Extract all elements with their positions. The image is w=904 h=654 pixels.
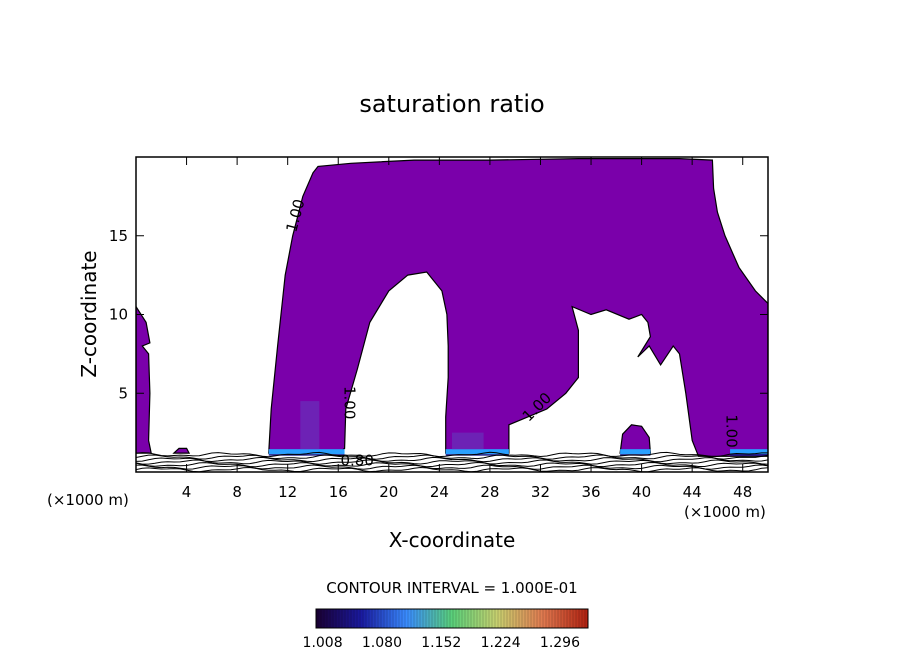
- contour-fills: [136, 158, 768, 457]
- colorbar-tick-label-3: 1.224: [481, 635, 521, 651]
- plume-core-1: [452, 432, 484, 450]
- high-ratio-band-0: [268, 449, 345, 455]
- high-ratio-band-3: [730, 449, 768, 455]
- x-axis-label: X-coordinate: [389, 528, 516, 552]
- contour-label-1: 1.00: [341, 386, 359, 419]
- plume-core-0: [300, 401, 320, 450]
- x-unit-left: (×1000 m): [47, 491, 129, 509]
- x-tick-label-1: 8: [232, 483, 242, 501]
- colorbar-tick-label-1: 1.080: [362, 635, 402, 651]
- y-axis-label: Z-coordinate: [77, 250, 101, 377]
- x-tick-label-11: 48: [733, 483, 752, 501]
- colorbar-gradient: [315, 608, 589, 629]
- contour-region-2: [619, 424, 652, 454]
- high-ratio-edge-0: [268, 454, 345, 456]
- colorbar-tick-label-4: 1.296: [540, 635, 580, 651]
- surface-contour-line-0: [136, 466, 768, 472]
- x-tick-label-3: 16: [329, 483, 348, 501]
- x-tick-label-4: 20: [379, 483, 398, 501]
- high-ratio-edge-1: [445, 454, 509, 456]
- x-tick-label-5: 24: [430, 483, 449, 501]
- y-tick-label-2: 15: [109, 227, 128, 245]
- colorbar: 1.008 1.080 1.152 1.224 1.296: [303, 608, 589, 651]
- surface-contour-line-1: [136, 464, 768, 470]
- x-tick-label-0: 4: [182, 483, 192, 501]
- contour-region-0: [268, 158, 768, 457]
- y-tick-label-0: 5: [118, 384, 128, 402]
- x-tick-label-2: 12: [278, 483, 297, 501]
- x-tick-label-6: 28: [480, 483, 499, 501]
- surface-contour-line-4: [136, 456, 768, 463]
- colorbar-tick-label-0: 1.008: [303, 635, 343, 651]
- contour-lines: [136, 451, 768, 472]
- high-ratio-band-1: [445, 449, 509, 455]
- x-ticks: 4 8 12 16 20 24 28 32 36 40 44 48: [182, 157, 752, 501]
- surface-contour-line-3: [136, 459, 768, 465]
- x-tick-label-8: 36: [581, 483, 600, 501]
- colorbar-tick-label-2: 1.152: [421, 635, 461, 651]
- x-tick-label-10: 44: [683, 483, 702, 501]
- contour-interval-label: CONTOUR INTERVAL = 1.000E-01: [326, 579, 577, 597]
- x-tick-label-7: 32: [531, 483, 550, 501]
- y-ticks: 5 10 15: [109, 227, 768, 402]
- contour-label-4: 0.80: [340, 452, 373, 470]
- high-ratio-edge-3: [730, 454, 768, 456]
- contour-region-1: [136, 305, 152, 454]
- contour-region-3: [172, 447, 191, 454]
- surface-contour-line-6: [136, 451, 768, 458]
- high-ratio-band-2: [620, 449, 651, 455]
- y-tick-label-1: 10: [109, 306, 128, 324]
- x-tick-label-9: 40: [632, 483, 651, 501]
- surface-contour-line-5: [136, 454, 768, 460]
- chart-title: saturation ratio: [359, 90, 544, 118]
- x-unit-right: (×1000 m): [684, 503, 766, 521]
- contour-label-3: 1.00: [722, 414, 740, 447]
- contour-accents: [268, 401, 768, 456]
